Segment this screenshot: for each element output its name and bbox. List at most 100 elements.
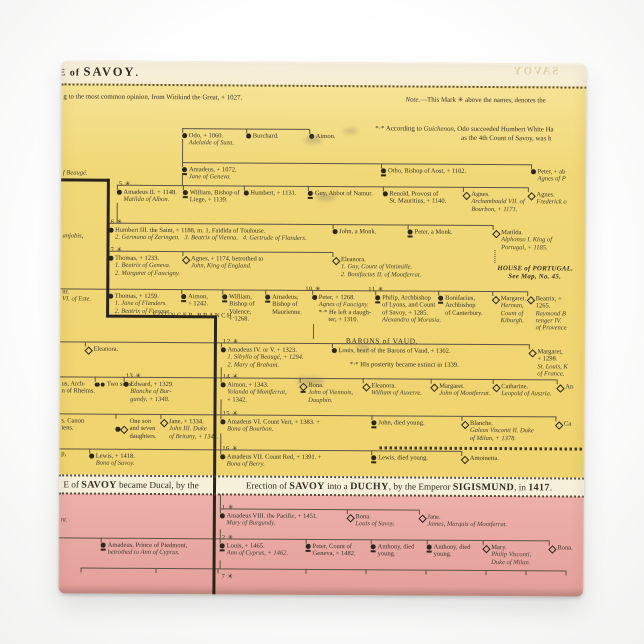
entry-line: Lewis, died young. <box>378 454 429 462</box>
entry-line: Galeas Visconti II. Duke <box>469 427 534 435</box>
entry-text: Humbert, + 1131. <box>250 190 296 198</box>
text-span: SAVOY <box>83 64 136 79</box>
person-entry: Eleanora. 1. Guy, Count of Vintimille. 2. … <box>331 256 422 279</box>
person-entry: Ca <box>554 420 571 429</box>
marker-column <box>108 255 114 277</box>
marker-column <box>438 295 444 317</box>
person-entry: Louis, + 1465. Ann of Cyprus, + 1462. <box>219 542 289 557</box>
person-entry: Aimon, + 1343. Yolanda of Montferrat, + 13… <box>220 381 287 404</box>
entry-line: St. Mauritius, + 1140. <box>389 197 447 206</box>
connector-tick <box>80 567 82 573</box>
male-marker-icon <box>100 382 105 388</box>
male-marker-icon <box>182 133 187 138</box>
person-entry: Eleanora. <box>84 345 118 354</box>
connector-tick <box>123 376 125 382</box>
sibling-connector-line <box>59 341 529 346</box>
connector-tick <box>94 376 96 382</box>
entry-line: Liege, + 1139. <box>189 196 228 204</box>
male-marker-icon <box>308 190 313 196</box>
text-span: Erection of <box>245 480 290 491</box>
entry-text: Bonifacius, Archbishop of Canterbury. <box>445 295 483 317</box>
entry-line: 2. Bonifacius II. of Montferrat. <box>340 270 422 279</box>
text-span: , by the Emperor <box>388 481 453 492</box>
person-entry: Margaret. Herman, Count of Kiburgh. <box>491 295 527 324</box>
entry-line: Antoinetta. <box>469 454 499 463</box>
person-entry: Agnes, + 1174, betrothed to John, King of… <box>181 255 263 270</box>
marker-column <box>246 133 251 140</box>
ink-smudge <box>296 376 325 387</box>
male-marker-icon <box>332 229 338 234</box>
person-entry: William, Bishop of Liege, + 1139. <box>182 189 240 204</box>
marker-column <box>407 229 413 238</box>
connector-tick <box>362 378 364 384</box>
entry-line: Yolanda of Montferrat, <box>227 388 287 397</box>
footnote-odo-1: *·* According to Guichenon, Odo succeede… <box>375 125 553 133</box>
male-marker-icon <box>370 544 376 549</box>
marker-column <box>181 294 187 308</box>
entry-text: nt. <box>61 516 68 523</box>
entry-line: + 1342. <box>227 396 248 404</box>
entry-text: us, Arch-n of Rheims. <box>62 380 95 395</box>
male-marker-icon <box>219 543 225 548</box>
branch-border-line <box>60 178 109 182</box>
chart-title: E of SAVOY. <box>59 64 140 79</box>
entry-text: anjobis, <box>63 232 84 239</box>
entry-line: Agnes of Faucigny. <box>318 301 369 309</box>
descent-connector-line <box>220 399 222 415</box>
descent-connector-line <box>181 174 183 186</box>
marker-column <box>526 295 535 332</box>
connector-tick <box>375 290 377 296</box>
text-span: . <box>549 482 553 493</box>
connector-tick <box>84 341 86 347</box>
connector-tick <box>220 342 222 348</box>
female-marker-icon <box>460 420 469 429</box>
male-marker-icon <box>181 294 187 299</box>
connector-tick <box>492 379 494 385</box>
marriage-bar-icon <box>371 426 377 429</box>
person-entry: John, a Monk. <box>332 228 376 236</box>
female-marker-icon <box>491 295 500 304</box>
entry-line: + 1242. <box>188 300 209 308</box>
person-entry: s. Canon iens. <box>61 417 84 432</box>
entry-text: Anthony, died young. <box>378 543 415 558</box>
male-marker-icon <box>220 419 226 424</box>
female-marker-icon <box>84 345 93 354</box>
male-marker-icon <box>382 191 388 196</box>
entry-line: anjobis, <box>62 232 84 240</box>
marker-column <box>182 190 188 204</box>
male-marker-icon <box>108 227 114 233</box>
female-marker-icon <box>554 420 563 429</box>
entry-line: Agnes of P <box>537 175 566 183</box>
entry-text: Margaret. Herman, Count of Kiburgh. <box>501 295 527 324</box>
text-span: SIGISMUND <box>452 481 515 494</box>
connector-tick <box>438 290 440 296</box>
person-entry: John, died young. <box>371 419 425 429</box>
genealogy-chart-paper: E of SAVOY. SAVOY g to the most common opi… <box>58 60 587 597</box>
entry-line: gundy, + 1348. <box>130 395 170 403</box>
person-entry: Bona. <box>548 544 573 553</box>
connector-tick <box>527 291 529 297</box>
connector-tick <box>556 379 558 385</box>
connector-tick <box>100 537 102 543</box>
descent-connector-line <box>182 139 184 163</box>
female-marker-icon <box>527 191 536 200</box>
marker-column <box>298 382 307 404</box>
entry-line: John of Montferrat. <box>439 390 491 398</box>
sibling-connector-line <box>182 162 532 166</box>
male-marker-icon <box>108 255 114 261</box>
entry-line: Blanche of Bur- <box>130 388 172 396</box>
connector-tick <box>116 184 118 190</box>
marriage-bar-icon <box>371 461 377 464</box>
entry-text: s. Canon iens. <box>61 417 84 432</box>
marker-column <box>460 420 469 442</box>
person-entry: anjobis, <box>63 232 84 239</box>
entry-line: Geneva, + 1482. <box>312 550 356 558</box>
entry-line: Louis, head of the Barons of Vaud, + 130… <box>338 347 451 355</box>
marriage-bar-icon <box>305 549 311 552</box>
descent-connector-line <box>312 323 315 339</box>
marker-column <box>220 347 226 368</box>
marker-column <box>491 295 500 324</box>
person-entry: Lewis, died young. <box>371 454 429 464</box>
text-span: became Ducal, by the <box>116 479 199 491</box>
text-span: , Odo succeeded Humbert White Ha <box>453 125 554 134</box>
